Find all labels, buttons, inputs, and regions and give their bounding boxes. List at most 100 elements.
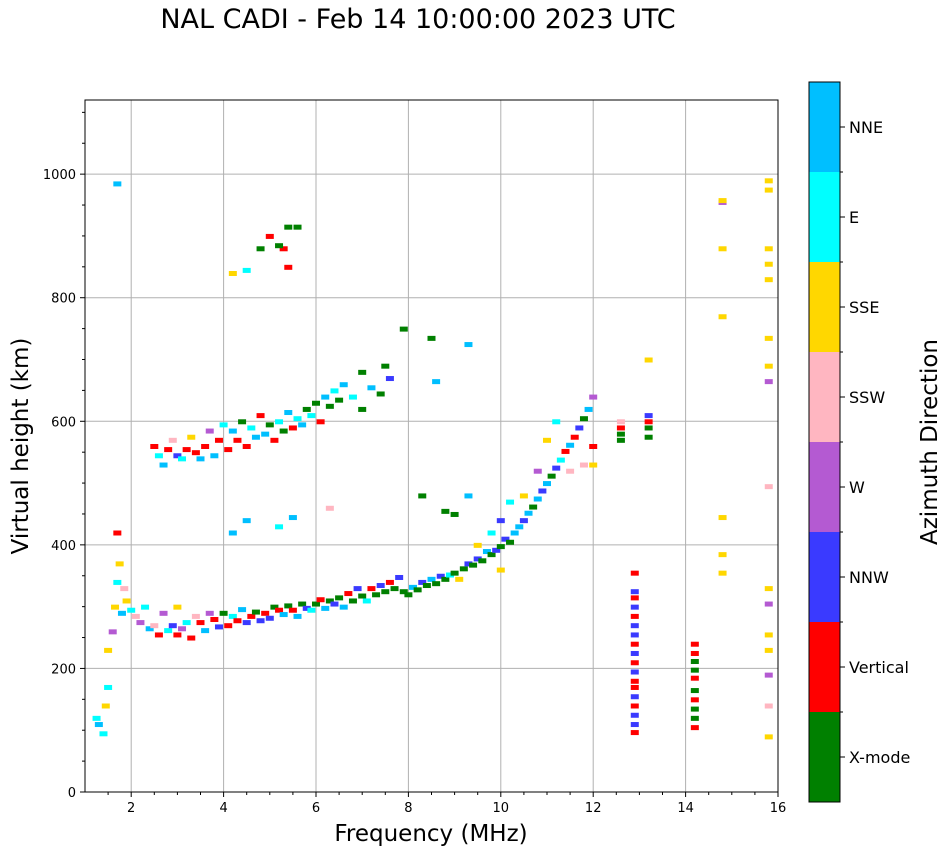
data-point [293,224,302,230]
data-point [524,510,533,516]
y-tick-label: 400 [51,539,76,554]
data-point [182,447,191,453]
data-point [764,734,773,740]
data-point [690,667,699,673]
data-point [173,453,182,459]
data-point [441,576,450,582]
data-point [492,547,501,553]
data-point [385,579,394,585]
data-point [150,444,159,449]
data-point [616,437,625,443]
data-point [120,586,129,592]
data-point [418,579,427,585]
data-point [718,246,727,252]
data-point [122,598,131,604]
data-point [150,623,159,629]
data-point [275,243,284,249]
data-point [630,660,639,666]
data-point [644,434,653,440]
data-point [630,589,639,595]
data-point [644,357,653,363]
colorbar: X-mode Vertical NNW W SSW SSE E NNE [808,81,910,803]
colorbar-segment [809,352,840,442]
data-point [690,659,699,665]
data-point [478,558,487,564]
data-point [173,604,182,610]
colorbar-frame [808,81,841,803]
data-point [529,504,538,510]
data-point [630,595,639,601]
data-point [556,457,565,463]
colorbar-segment [809,442,840,532]
data-point [242,444,251,449]
data-point [445,572,454,578]
data-point [469,562,478,568]
data-point [422,583,431,589]
data-point [293,613,302,619]
data-point [409,584,418,590]
data-point [543,481,551,487]
colorbar-segment [809,532,840,622]
data-point [459,566,468,572]
data-point [219,422,228,428]
data-point [764,187,773,193]
data-point [630,641,639,647]
data-point [589,462,598,468]
y-tick-label: 1000 [43,168,76,183]
data-point [690,641,699,647]
data-point [205,610,214,616]
data-point [427,335,436,341]
data-point [196,620,205,626]
data-point [764,363,773,369]
data-point [367,385,376,391]
data-point [191,450,200,456]
data-point [496,518,505,524]
x-axis-ticks: 2 4 6 8 10 12 14 16 [107,792,786,816]
data-point [168,623,177,629]
data-point [159,610,168,616]
data-point [307,413,316,419]
colorbar-tick-label: E [849,208,859,227]
y-tick-label: 800 [51,292,76,307]
data-point [117,610,126,616]
data-point [228,613,237,619]
data-point [718,552,727,558]
data-point [764,632,773,638]
colorbar-segment [809,82,840,172]
data-point [690,697,699,703]
data-point [764,379,773,385]
data-point [178,456,187,462]
data-point [362,598,371,604]
data-point [764,586,773,592]
data-point [630,604,639,610]
data-point [164,447,173,453]
data-point [348,394,357,400]
data-point [630,650,639,656]
colorbar-segment [809,262,840,352]
data-point [298,601,307,607]
data-point [385,376,394,382]
data-point [321,605,330,611]
data-point [104,647,113,653]
data-point [145,626,154,632]
data-point [381,363,390,369]
data-point [302,605,311,611]
data-point [284,224,293,230]
data-point [101,703,110,709]
data-point [164,628,173,634]
data-point [630,570,639,576]
data-point [256,413,265,419]
data-points [92,178,773,740]
chart-title: NAL CADI - Feb 14 10:00:00 2023 UTC [160,4,676,35]
data-point [307,607,316,613]
data-point [630,632,639,638]
colorbar-segment [809,622,840,712]
data-point [196,456,205,462]
data-point [275,524,284,530]
data-point [115,561,124,567]
data-point [251,434,260,440]
data-point [589,394,598,400]
data-point [279,246,288,252]
data-point [233,618,242,624]
data-point [630,694,639,700]
